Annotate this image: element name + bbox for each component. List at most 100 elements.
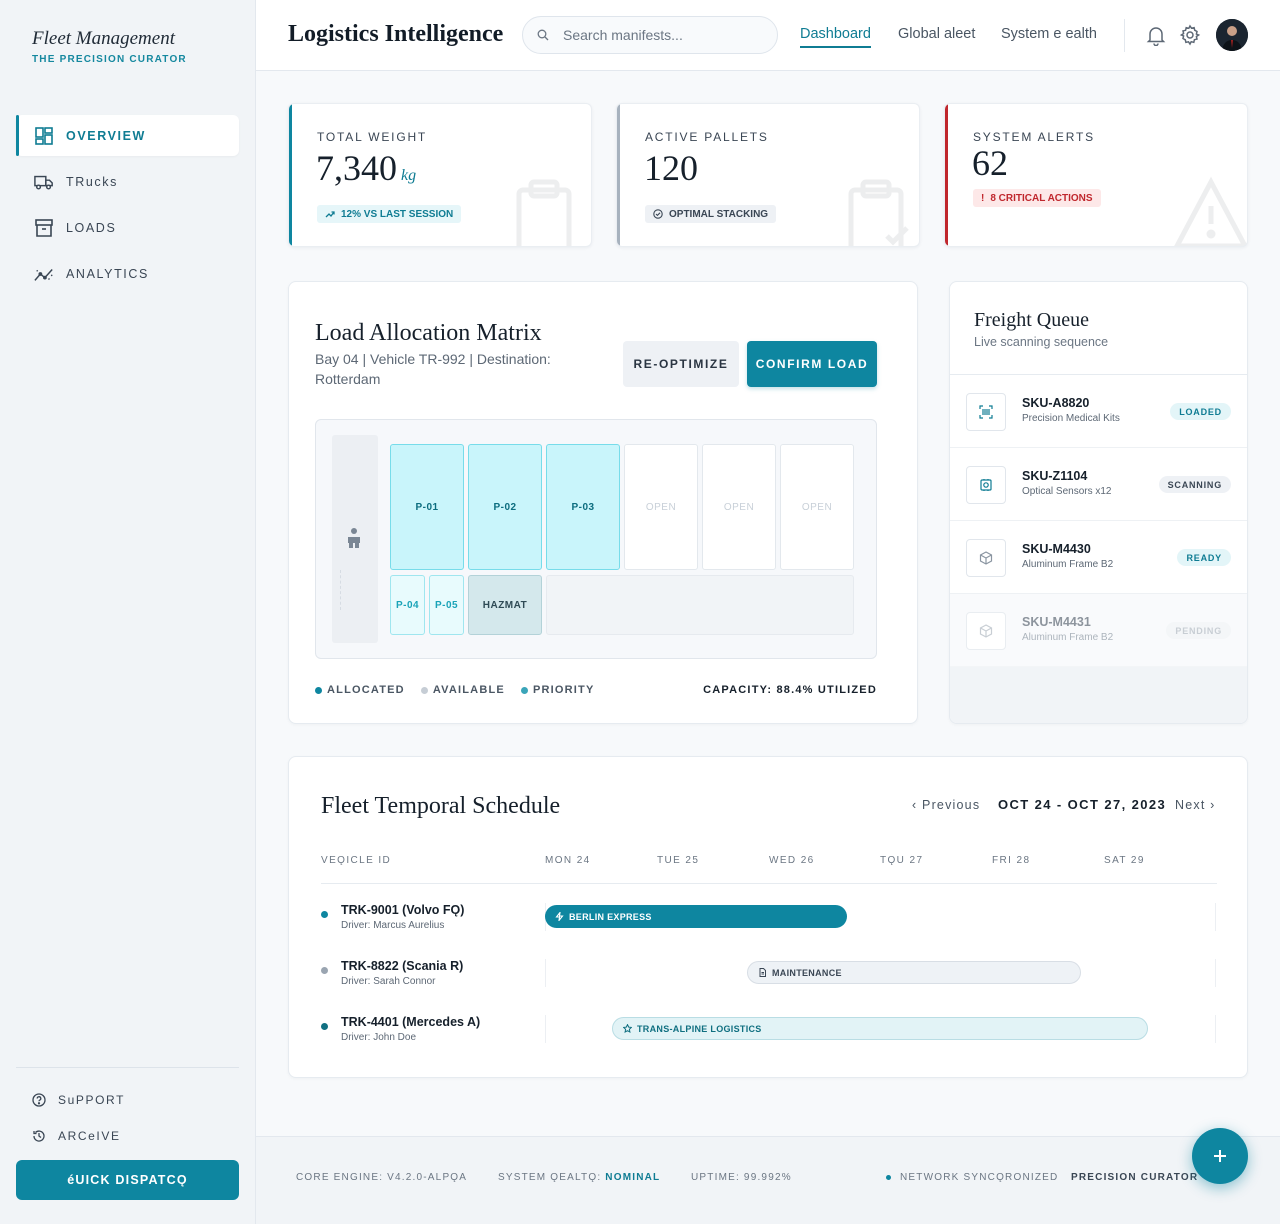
analytics-icon (34, 268, 53, 281)
load-allocation-card: Load Allocation Matrix Bay 04 | Vehicle … (288, 281, 918, 724)
trend-badge: 12% VS LAST SESSION (317, 205, 462, 223)
truck-bay-grid: P-01 P-02 P-03 OPEN OPEN OPEN P-04 P-05 … (315, 419, 877, 659)
pallet-slot[interactable]: P-01 (390, 444, 464, 570)
weight-value: 7,340 (316, 148, 397, 188)
schedule-bar[interactable]: TRANS-ALPINE LOGISTICS (612, 1017, 1148, 1040)
brand-title: Fleet Management (32, 28, 175, 49)
matrix-legend: ALLOCATED AVAILABLE PRIORITY (315, 684, 611, 696)
schedule-bar-label: MAINTENANCE (772, 967, 842, 978)
vehicle-driver: Driver: Marcus Aurelius (341, 920, 445, 931)
gear-icon[interactable] (1179, 24, 1201, 46)
hazmat-slot[interactable]: HAZMAT (468, 575, 542, 635)
sidebar-item-analytics[interactable]: ANALYTICS (16, 253, 239, 294)
matrix-title: Load Allocation Matrix (315, 320, 542, 346)
schedule-title: Fleet Temporal Schedule (321, 793, 561, 819)
plus-icon (1214, 1150, 1226, 1162)
history-icon (33, 1130, 45, 1142)
vehicle-id: TRK-4401 (Mercedes A) (341, 1015, 481, 1029)
trending-up-icon (325, 211, 335, 218)
quick-dispatch-button[interactable]: éUICK DISPATCǪ (16, 1160, 239, 1200)
status-badge: READY (1177, 549, 1231, 566)
pallets-value: 120 (644, 148, 698, 188)
sidebar: Fleet Management THE PRECISION CURATOR O… (0, 0, 256, 1224)
pallet-slot[interactable]: P-05 (429, 575, 464, 635)
tab-global-fleet[interactable]: Global aleet (898, 26, 976, 42)
vehicle-driver: Driver: John Doe (341, 1032, 417, 1043)
status-dot (886, 1175, 891, 1180)
search-box[interactable] (522, 16, 778, 54)
avatar[interactable] (1216, 19, 1248, 51)
column-header-day: SAT 29 (1104, 855, 1145, 866)
pallet-slot[interactable]: P-03 (546, 444, 620, 570)
legend-allocated: ALLOCATED (315, 684, 405, 696)
queue-item[interactable]: SKU-M4430 Aluminum Frame B2 READY (950, 521, 1247, 594)
queue-desc: Aluminum Frame B2 (1022, 632, 1114, 643)
status-dot (321, 911, 328, 918)
barcode-scan-icon (979, 405, 993, 419)
open-slot[interactable]: OPEN (624, 444, 698, 570)
vehicle-id: TRK-9001 (Volvo FǪ) (341, 903, 465, 917)
matrix-subtitle: Bay 04 | Vehicle TR-992 | Destination: R… (315, 351, 551, 387)
search-input[interactable] (563, 27, 753, 43)
schedule-bar[interactable]: BERLIN EXPRESS (545, 905, 847, 928)
sidebar-item-label: OVERVIEW (66, 128, 146, 143)
dashboard-icon (35, 126, 53, 145)
help-icon (32, 1093, 46, 1107)
open-slot[interactable]: OPEN (780, 444, 854, 570)
empty-bay-area (546, 575, 854, 635)
status-badge: LOADED (1170, 403, 1231, 420)
weight-unit: kg (401, 167, 417, 184)
next-button[interactable]: Next › (1175, 798, 1216, 812)
fleet-schedule-card: Fleet Temporal Schedule ‹ Previous OCT 2… (288, 756, 1248, 1078)
reoptimize-button[interactable]: RE-OPTIMIZE (623, 341, 739, 387)
system-alerts-card: SYSTEM ALERTS 62 ! 8 CRITICAL ACTIONS (944, 103, 1248, 247)
tab-dashboard[interactable]: Dashboard (800, 26, 871, 48)
queue-item[interactable]: SKU-M4431 Aluminum Frame B2 PENDING (950, 594, 1247, 667)
archive-label: ARCeIVE (58, 1129, 121, 1143)
queue-item[interactable]: SKU-A8820 Precision Medical Kits LOADED (950, 375, 1247, 448)
bell-icon[interactable] (1145, 24, 1167, 46)
critical-badge[interactable]: ! 8 CRITICAL ACTIONS (973, 189, 1101, 207)
app-title: Logistics Intelligence (288, 21, 504, 47)
column-header-day: WED 26 (769, 855, 815, 866)
tab-system-health[interactable]: System e ealth (1001, 26, 1097, 42)
exclamation-icon: ! (981, 192, 985, 204)
core-engine-version: CORE ENGINE: V4.2.0-ALPǪA (296, 1172, 468, 1183)
support-link[interactable]: SuPPORT (32, 1093, 125, 1107)
top-bar: Logistics Intelligence Dashboard Global … (256, 0, 1280, 71)
open-slot[interactable]: OPEN (702, 444, 776, 570)
queue-desc: Optical Sensors x12 (1022, 486, 1112, 497)
sensor-icon (980, 479, 992, 491)
schedule-date-range: OCT 24 - OCT 27, 2023 (998, 797, 1167, 812)
capacity-readout: CAPACITY: 88.4% UTILIZED (703, 684, 877, 696)
search-icon (537, 29, 549, 41)
queue-item[interactable]: SKU-Z1104 Optical Sensors x12 SCANNING (950, 448, 1247, 521)
stacking-badge: OPTIMAL STACKING (645, 205, 777, 223)
active-pallets-card: ACTIVE PALLETS 120 OPTIMAL STACKING (616, 103, 920, 247)
alerts-value: 62 (972, 143, 1008, 183)
freight-queue-title: Freight Queue (974, 309, 1089, 331)
archive-link[interactable]: ARCeIVE (32, 1129, 121, 1143)
schedule-bar[interactable]: MAINTENANCE (747, 961, 1081, 984)
warning-icon (1174, 176, 1247, 246)
status-badge: SCANNING (1158, 476, 1231, 493)
sidebar-item-overview[interactable]: OVERVIEW (16, 115, 239, 156)
previous-button[interactable]: ‹ Previous (912, 798, 981, 812)
pallet-slot[interactable]: P-02 (468, 444, 542, 570)
sidebar-item-label: ANALYTICS (66, 266, 149, 281)
queue-sku: SKU-Z1104 (1022, 469, 1088, 483)
sidebar-nav: OVERVIEW TRucks LOADS ANALYTICS (16, 115, 239, 299)
column-header-day: FRI 28 (992, 855, 1031, 866)
truck-cab (332, 435, 378, 643)
sidebar-item-loads[interactable]: LOADS (16, 207, 239, 248)
stat-label: SYSTEM ALERTS (973, 130, 1095, 144)
sidebar-item-trucks[interactable]: TRucks (16, 161, 239, 202)
column-header-day: TUE 25 (657, 855, 700, 866)
confirm-load-button[interactable]: CONFIRM LOAD (747, 341, 877, 387)
footer-brand: PRECISION CURATOR (1071, 1172, 1199, 1183)
queue-sku: SKU-A8820 (1022, 396, 1090, 410)
column-header-vehicle: VEǪICLE ID (321, 855, 392, 866)
card-accent-bar (945, 104, 948, 246)
add-fab-button[interactable] (1192, 1128, 1248, 1184)
pallet-slot[interactable]: P-04 (390, 575, 425, 635)
